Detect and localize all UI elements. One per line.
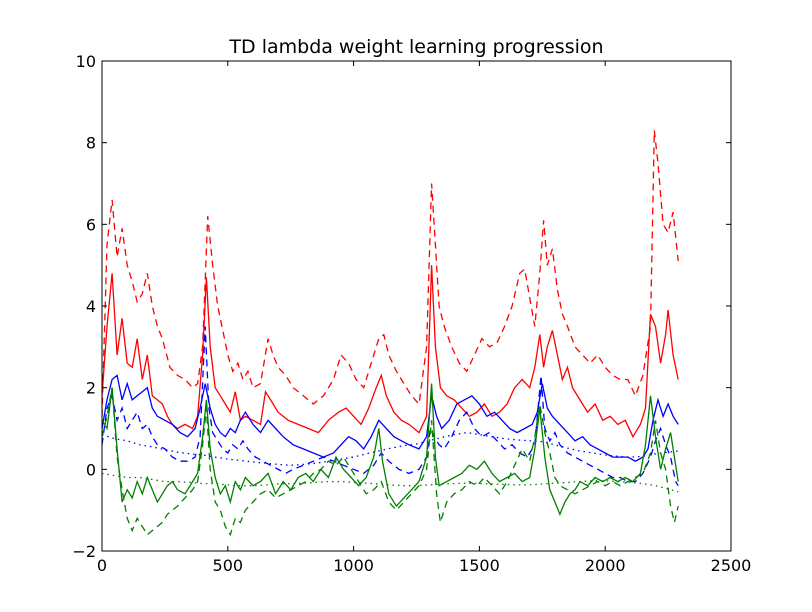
- y-tick-label: 10: [76, 52, 96, 71]
- y-tick-label: 8: [86, 134, 96, 153]
- x-tick-label: 500: [213, 556, 244, 575]
- series-line-4: [102, 326, 679, 487]
- x-tick-label: 0: [97, 556, 107, 575]
- series-line-2: [102, 130, 679, 417]
- y-tick-label: 0: [86, 460, 96, 479]
- series-line-5: [102, 431, 679, 466]
- y-tick-label: 6: [86, 215, 96, 234]
- series-line-1: [102, 265, 679, 439]
- series-line-7: [102, 387, 679, 537]
- series-line-6: [102, 383, 679, 517]
- x-tick-label: 2500: [711, 556, 752, 575]
- series-line-3: [102, 374, 679, 462]
- y-tick-label: 2: [86, 379, 96, 398]
- y-tick-label: −2: [72, 542, 96, 561]
- x-tick-label: 1000: [333, 556, 374, 575]
- x-tick-label: 1500: [459, 556, 500, 575]
- y-tick-label: 4: [86, 297, 96, 316]
- chart-title: TD lambda weight learning progression: [228, 36, 603, 58]
- series-layer: [102, 130, 679, 537]
- x-tick-label: 2000: [585, 556, 626, 575]
